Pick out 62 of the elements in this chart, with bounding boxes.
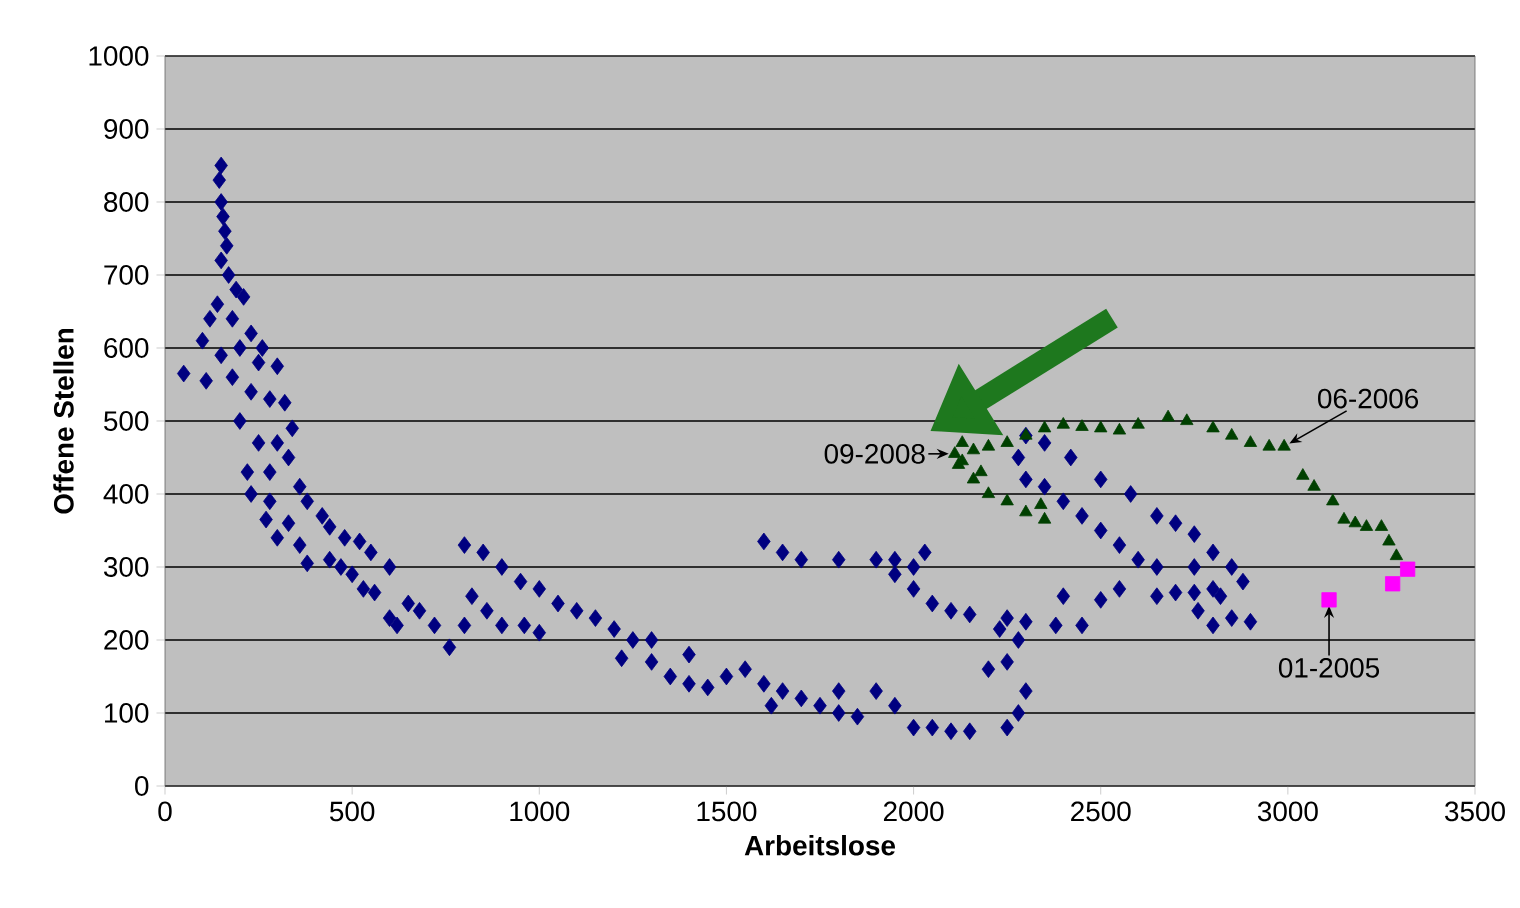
point bbox=[948, 446, 962, 458]
point bbox=[1206, 420, 1220, 433]
annotation: 01-2005 bbox=[1278, 657, 1380, 678]
point bbox=[1094, 420, 1108, 433]
point bbox=[1112, 422, 1127, 435]
annotation: 09-2008 bbox=[824, 443, 925, 464]
y-tick-label: 800 bbox=[104, 192, 149, 212]
point bbox=[1180, 413, 1194, 425]
x-axis-title: Arbeitslose bbox=[744, 834, 896, 856]
y-tick-label: 900 bbox=[104, 119, 149, 139]
point bbox=[1382, 533, 1396, 546]
y-tick-label: 200 bbox=[104, 630, 149, 650]
point bbox=[1131, 417, 1145, 429]
point bbox=[1019, 428, 1033, 440]
y-tick-label: 600 bbox=[104, 338, 149, 358]
point bbox=[1307, 479, 1321, 491]
point bbox=[1400, 561, 1416, 577]
x-tick-label: 3000 bbox=[1257, 801, 1318, 822]
point bbox=[1389, 548, 1404, 561]
point bbox=[1000, 435, 1014, 447]
point bbox=[1337, 511, 1351, 524]
point bbox=[1348, 515, 1362, 528]
point bbox=[1000, 493, 1014, 506]
point bbox=[1385, 576, 1401, 592]
point bbox=[974, 464, 988, 477]
point bbox=[966, 442, 981, 455]
point bbox=[1243, 435, 1258, 447]
y-tick-label: 0 bbox=[135, 776, 149, 796]
x-tick-label: 2500 bbox=[1071, 801, 1131, 822]
y-tick-label: 100 bbox=[105, 703, 149, 723]
y-tick-label: 300 bbox=[103, 557, 149, 577]
point bbox=[1075, 419, 1089, 431]
y-tick-label: 400 bbox=[103, 484, 149, 504]
x-tick-label: 0 bbox=[158, 801, 172, 822]
annotation: 06-2006 bbox=[1318, 388, 1419, 409]
x-tick-label: 1000 bbox=[510, 801, 570, 822]
y-tick-label: 500 bbox=[104, 411, 149, 431]
point bbox=[1374, 519, 1389, 531]
point bbox=[1037, 420, 1052, 433]
point bbox=[966, 471, 981, 484]
point bbox=[1225, 428, 1239, 440]
point bbox=[1161, 409, 1175, 422]
point bbox=[955, 435, 969, 447]
point bbox=[1034, 497, 1048, 509]
point bbox=[1326, 493, 1340, 506]
point bbox=[1037, 511, 1052, 524]
point bbox=[981, 486, 996, 498]
x-tick-label: 3500 bbox=[1445, 801, 1505, 822]
x-tick-label: 500 bbox=[330, 801, 375, 822]
point bbox=[1262, 438, 1276, 451]
y-axis-title: Offene Stellen bbox=[53, 328, 74, 514]
point bbox=[1019, 504, 1033, 517]
point bbox=[1277, 438, 1291, 451]
point bbox=[1359, 519, 1374, 531]
y-tick-label: 1000 bbox=[89, 46, 149, 66]
x-tick-label: 1500 bbox=[697, 801, 757, 822]
point bbox=[1296, 468, 1310, 480]
y-tick-label: 700 bbox=[104, 265, 149, 285]
point bbox=[981, 438, 996, 451]
point bbox=[1321, 592, 1337, 608]
point bbox=[1056, 417, 1070, 429]
x-tick-label: 2000 bbox=[883, 801, 944, 822]
